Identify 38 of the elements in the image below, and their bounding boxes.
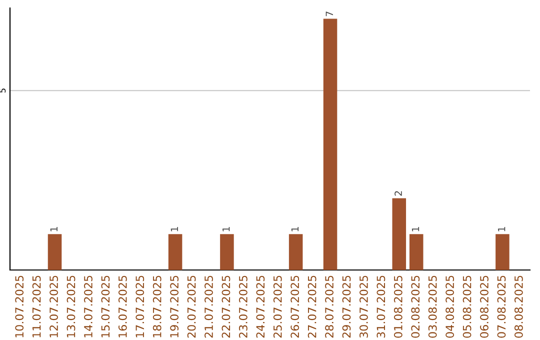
x-tick-label: 07.08.2025: [497, 276, 506, 338]
x-tick-label: 08.08.2025: [514, 276, 523, 338]
x-tick-label: 26.07.2025: [290, 276, 300, 338]
x-tick-label: 06.08.2025: [480, 276, 488, 338]
x-tick-label: 17.07.2025: [136, 276, 144, 338]
x-tick-label: 15.07.2025: [101, 276, 110, 338]
x-tick-label: 30.07.2025: [360, 276, 368, 338]
data-label: 7: [326, 12, 333, 16]
x-tick-label: 19.07.2025: [170, 276, 179, 338]
x-tick-label: 02.08.2025: [411, 276, 420, 338]
x-tick-label: 25.07.2025: [273, 276, 282, 338]
x-tick-label: 04.08.2025: [446, 276, 454, 338]
x-tick-label: 11.07.2025: [32, 276, 41, 338]
data-label: 1: [170, 227, 178, 232]
x-tick-label: 31.07.2025: [376, 276, 386, 338]
x-tick-label: 05.08.2025: [462, 276, 472, 338]
data-label: 1: [291, 227, 299, 232]
data-label: 1: [222, 227, 230, 232]
x-tick-label: 13.07.2025: [66, 276, 76, 338]
x-tick-label: 10.07.2025: [15, 276, 24, 338]
x-tick-label: 01.08.2025: [394, 276, 402, 338]
data-label: 1: [498, 227, 506, 232]
data-label: 2: [394, 191, 402, 196]
x-tick-label: 12.07.2025: [50, 276, 58, 338]
x-tick-label: 24.07.2025: [256, 276, 265, 338]
x-tick-label: 14.07.2025: [84, 276, 92, 338]
x-tick-label: 27.07.2025: [308, 276, 316, 338]
data-label: 1: [412, 227, 420, 232]
x-tick-label: 29.07.2025: [342, 276, 351, 338]
x-tick-label: 03.08.2025: [428, 276, 437, 338]
x-tick-label: 18.07.2025: [152, 276, 162, 338]
x-tick-label: 23.07.2025: [238, 276, 248, 338]
x-tick-label: 16.07.2025: [118, 276, 127, 338]
x-tick-label: 21.07.2025: [204, 276, 213, 338]
x-tick-label: 28.07.2025: [325, 276, 334, 338]
data-label: 1: [50, 227, 58, 232]
x-tick-label: 20.07.2025: [187, 276, 196, 338]
x-tick-label: 22.07.2025: [222, 276, 230, 338]
